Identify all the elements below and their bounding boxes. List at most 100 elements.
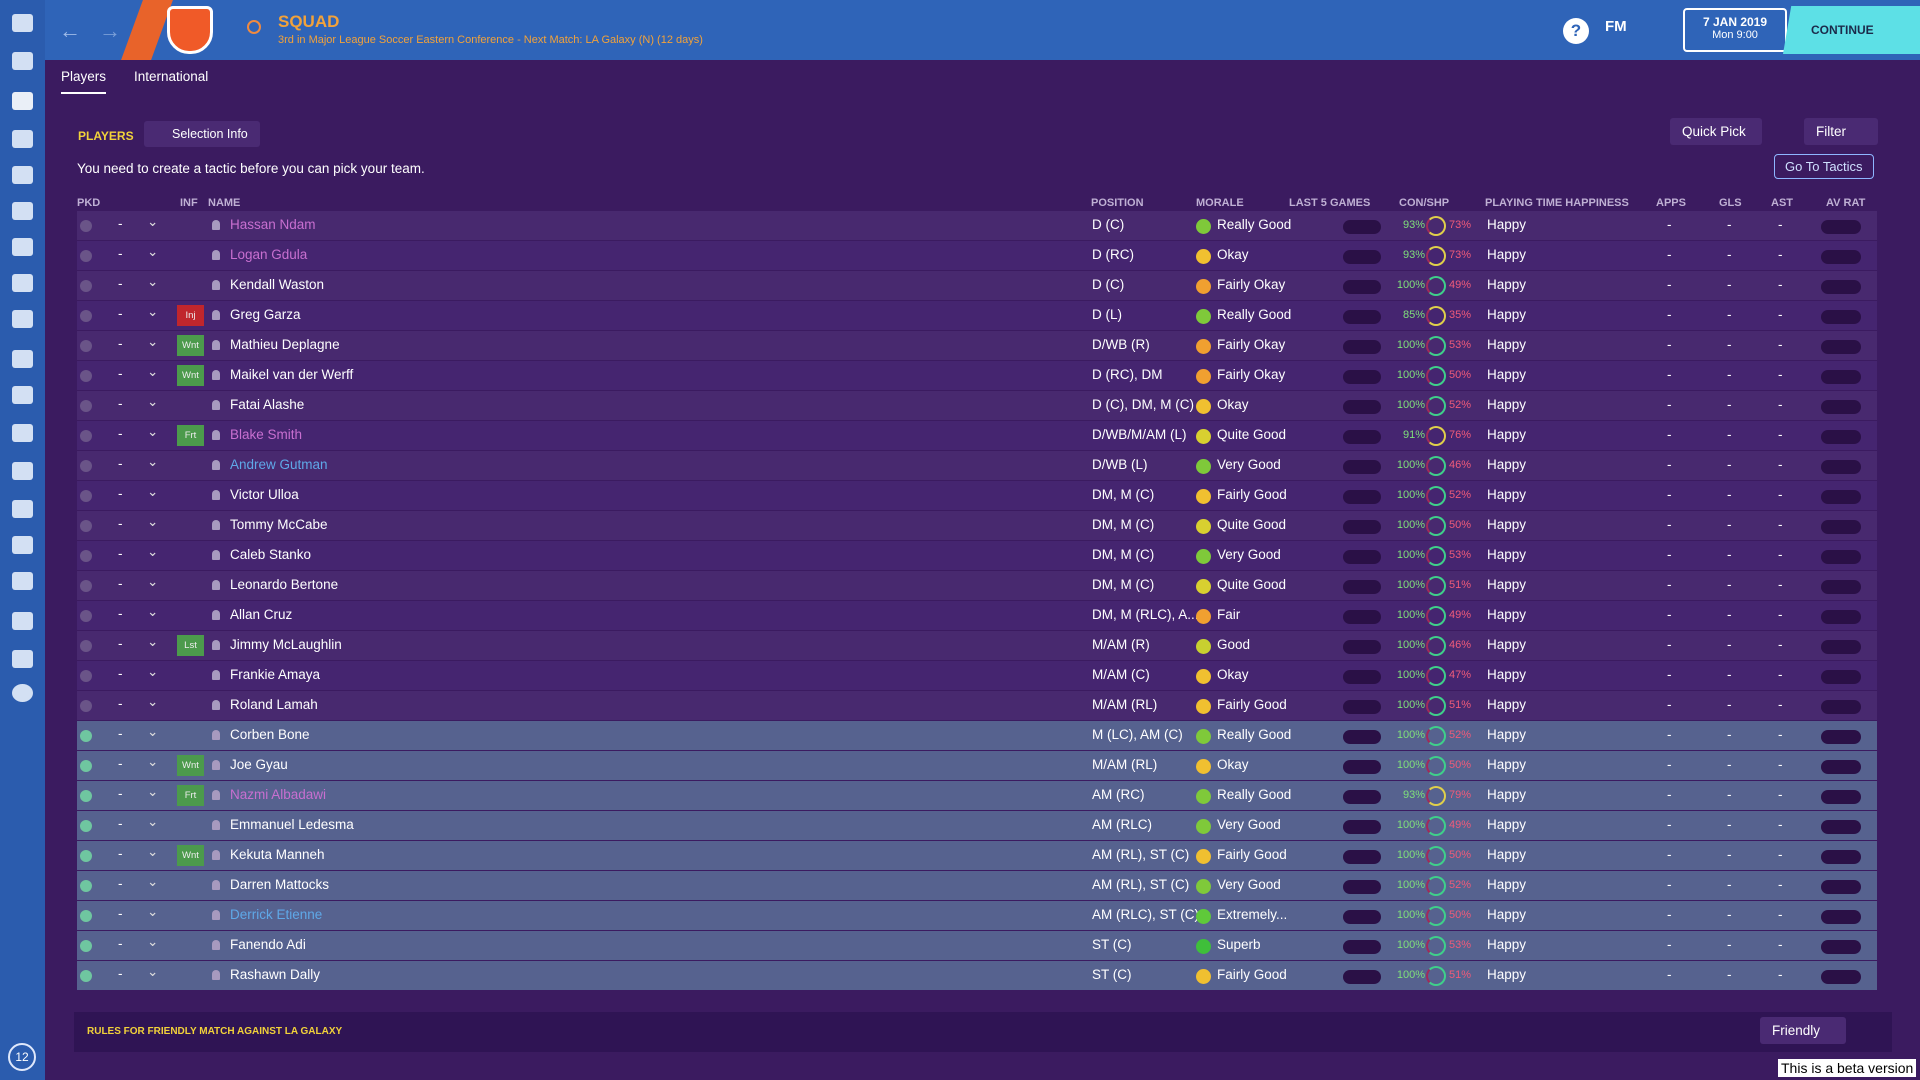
player-row[interactable]: - ⌄ Fanendo Adi ST (C) Superb 100% 53% Happy - - - (77, 931, 1877, 960)
nav-icon[interactable] (12, 424, 33, 442)
column-header[interactable]: AST (1771, 197, 1793, 209)
column-header[interactable]: APPS (1656, 197, 1686, 209)
row-menu[interactable]: ⌄ (147, 424, 159, 439)
row-menu[interactable]: ⌄ (147, 514, 159, 529)
nav-icon[interactable] (12, 202, 33, 220)
nav-icon[interactable] (12, 612, 33, 630)
player-name[interactable]: Jimmy McLaughlin (230, 637, 342, 652)
player-row[interactable]: - ⌄ Fatai Alashe D (C), DM, M (C) Okay 100% 52… (77, 391, 1877, 420)
pick-checkbox[interactable] (80, 490, 92, 502)
player-row[interactable]: - ⌄ Wnt Kekuta Manneh AM (RL), ST (C) Fairly … (77, 841, 1877, 870)
nav-icon[interactable] (12, 350, 33, 368)
pick-checkbox[interactable] (80, 970, 92, 982)
pick-checkbox[interactable] (80, 250, 92, 262)
row-menu[interactable]: ⌄ (147, 214, 159, 229)
pick-checkbox[interactable] (80, 610, 92, 622)
pick-checkbox[interactable] (80, 520, 92, 532)
nav-icon[interactable] (12, 386, 33, 404)
pick-checkbox[interactable] (80, 370, 92, 382)
player-name[interactable]: Emmanuel Ledesma (230, 817, 354, 832)
player-name[interactable]: Mathieu Deplagne (230, 337, 340, 352)
row-menu[interactable]: ⌄ (147, 604, 159, 619)
back-arrow[interactable]: ← (59, 18, 81, 43)
nav-icon[interactable] (12, 572, 33, 590)
search-icon[interactable] (247, 20, 261, 34)
row-menu[interactable]: ⌄ (147, 394, 159, 409)
player-name[interactable]: Fanendo Adi (230, 937, 306, 952)
pick-checkbox[interactable] (80, 640, 92, 652)
column-header[interactable]: NAME (208, 197, 241, 209)
player-row[interactable]: - ⌄ Roland Lamah M/AM (RL) Fairly Good 100% 51… (77, 691, 1877, 720)
forward-arrow[interactable]: → (99, 18, 121, 43)
player-row[interactable]: - ⌄ Tommy McCabe DM, M (C) Quite Good 100% 50%… (77, 511, 1877, 540)
nav-icon[interactable] (12, 274, 33, 292)
filter-dropdown[interactable]: Filter (1804, 118, 1878, 145)
row-menu[interactable]: ⌄ (147, 904, 159, 919)
pick-checkbox[interactable] (80, 550, 92, 562)
nav-icon[interactable] (12, 238, 33, 256)
match-type-dropdown[interactable]: Friendly (1760, 1017, 1846, 1044)
column-header[interactable]: CON/SHP (1399, 197, 1450, 209)
tab[interactable]: Players (61, 69, 107, 94)
help-button[interactable]: ? (1563, 18, 1589, 44)
player-row[interactable]: - ⌄ Andrew Gutman D/WB (L) Very Good 100% 46% H… (77, 451, 1877, 480)
row-menu[interactable]: ⌄ (147, 664, 159, 679)
player-row[interactable]: - ⌄ Inj Greg Garza D (L) Really Good 85% 35% Hap… (77, 301, 1877, 330)
player-row[interactable]: - ⌄ Victor Ulloa DM, M (C) Fairly Good 100% 52… (77, 481, 1877, 510)
selection-info-dropdown[interactable]: Selection Info (144, 121, 260, 147)
player-row[interactable]: - ⌄ Frt Blake Smith D/WB/M/AM (L) Quite Good 9… (77, 421, 1877, 450)
nav-icon[interactable] (12, 462, 33, 480)
player-row[interactable]: - ⌄ Allan Cruz DM, M (RLC), A... Fair 100% 49%… (77, 601, 1877, 630)
pick-checkbox[interactable] (80, 790, 92, 802)
player-row[interactable]: - ⌄ Hassan Ndam D (C) Really Good 93% 73% Happy… (77, 211, 1877, 240)
player-name[interactable]: Greg Garza (230, 307, 301, 322)
pick-checkbox[interactable] (80, 820, 92, 832)
player-name[interactable]: Nazmi Albadawi (230, 787, 327, 802)
player-name[interactable]: Andrew Gutman (230, 457, 328, 472)
days-badge[interactable]: 12 (8, 1043, 36, 1071)
player-name[interactable]: Blake Smith (230, 427, 303, 442)
pick-checkbox[interactable] (80, 460, 92, 472)
player-name[interactable]: Leonardo Bertone (230, 577, 339, 592)
row-menu[interactable]: ⌄ (147, 634, 159, 649)
inbox-icon[interactable] (12, 52, 33, 70)
quick-pick-button[interactable]: Quick Pick (1670, 118, 1762, 145)
column-header[interactable]: GLS (1719, 197, 1742, 209)
squad-icon[interactable] (12, 92, 33, 110)
column-header[interactable]: POSITION (1091, 197, 1144, 209)
player-name[interactable]: Darren Mattocks (230, 877, 330, 892)
fm-menu[interactable]: FM (1605, 18, 1627, 35)
column-header[interactable]: AV RAT (1826, 197, 1866, 209)
player-name[interactable]: Hassan Ndam (230, 217, 316, 232)
player-name[interactable]: Derrick Etienne (230, 907, 323, 922)
pick-checkbox[interactable] (80, 670, 92, 682)
row-menu[interactable]: ⌄ (147, 694, 159, 709)
player-name[interactable]: Logan Gdula (230, 247, 308, 262)
column-header[interactable]: PLAYING TIME HAPPINESS (1485, 197, 1629, 209)
player-row[interactable]: - ⌄ Wnt Joe Gyau M/AM (RL) Okay 100% 50% Happy - -… (77, 751, 1877, 780)
home-icon[interactable] (12, 14, 33, 32)
player-name[interactable]: Caleb Stanko (230, 547, 312, 562)
player-row[interactable]: - ⌄ Wnt Mathieu Deplagne D/WB (R) Fairly Okay… (77, 331, 1877, 360)
row-menu[interactable]: ⌄ (147, 304, 159, 319)
nav-icon[interactable] (12, 166, 33, 184)
player-row[interactable]: - ⌄ Kendall Waston D (C) Fairly Okay 100% 49% H… (77, 271, 1877, 300)
pick-checkbox[interactable] (80, 430, 92, 442)
pick-checkbox[interactable] (80, 880, 92, 892)
nav-icon[interactable] (12, 500, 33, 518)
club-crest[interactable] (167, 6, 213, 54)
pick-checkbox[interactable] (80, 310, 92, 322)
player-row[interactable]: - ⌄ Darren Mattocks AM (RL), ST (C) Very Goo… (77, 871, 1877, 900)
row-menu[interactable]: ⌄ (147, 364, 159, 379)
column-header[interactable]: MORALE (1196, 197, 1244, 209)
nav-icon[interactable] (12, 536, 33, 554)
player-row[interactable]: - ⌄ Frankie Amaya M/AM (C) Okay 100% 47% Happy -… (77, 661, 1877, 690)
tab[interactable]: International (134, 69, 209, 84)
player-name[interactable]: Maikel van der Werff (230, 367, 354, 382)
player-name[interactable]: Rashawn Dally (230, 967, 321, 982)
row-menu[interactable]: ⌄ (147, 274, 159, 289)
column-header[interactable]: PKD (77, 197, 101, 209)
player-name[interactable]: Allan Cruz (230, 607, 293, 622)
nav-icon[interactable] (12, 130, 33, 148)
player-row[interactable]: - ⌄ Caleb Stanko DM, M (C) Very Good 100% 53% H… (77, 541, 1877, 570)
